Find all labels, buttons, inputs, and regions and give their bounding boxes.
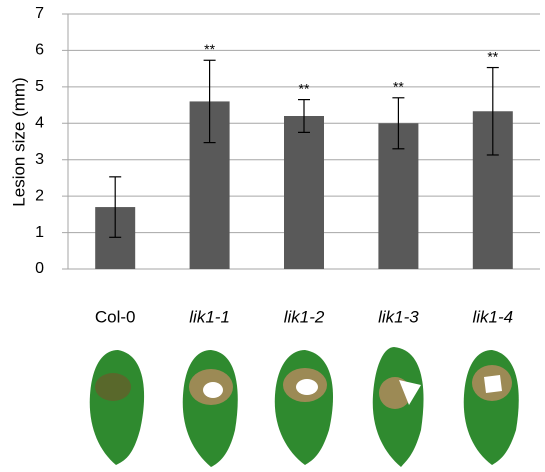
x-tick-label: Col-0 [95, 307, 136, 326]
leaf-photos [89, 347, 519, 467]
error-bar [203, 59, 216, 144]
y-tick-label: 1 [35, 224, 44, 241]
significance-label: ** [487, 48, 498, 64]
x-tick-label: lik1-3 [378, 307, 419, 326]
significance-label: ** [393, 78, 404, 94]
y-tick-label: 3 [35, 151, 44, 168]
error-bar [298, 99, 310, 133]
y-tick-label: 0 [35, 260, 44, 277]
y-tick-label: 7 [35, 5, 44, 22]
y-tick-label: 2 [35, 187, 44, 204]
x-tick-label: lik1-4 [472, 307, 513, 326]
x-tick-label: lik1-1 [189, 307, 230, 326]
error-bar [392, 97, 405, 150]
x-tick-label: lik1-2 [284, 307, 325, 326]
bar [284, 116, 324, 269]
significance-label: ** [299, 80, 310, 96]
error-bar [486, 66, 499, 156]
y-tick-label: 4 [35, 115, 44, 132]
y-tick-label: 5 [35, 78, 44, 95]
y-axis-label: Lesion size (mm) [9, 77, 28, 206]
significance-label: ** [204, 41, 215, 57]
y-tick-label: 6 [35, 42, 44, 59]
error-bar [109, 176, 122, 238]
